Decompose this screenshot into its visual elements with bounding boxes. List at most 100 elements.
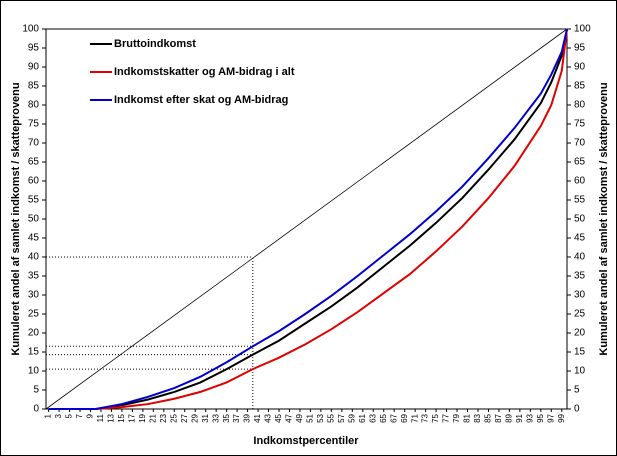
x-tick-label: 27 [180, 413, 189, 422]
y-tick-label: 0 [33, 404, 39, 415]
y-tick-label: 95 [28, 43, 40, 54]
x-tick-label: 97 [546, 413, 555, 422]
y2-tick-label: 85 [574, 81, 586, 92]
x-tick-label: 79 [452, 413, 461, 422]
x-tick-label: 25 [169, 413, 178, 422]
x-tick-label: 73 [421, 413, 430, 422]
x-tick-label: 51 [306, 413, 315, 422]
x-tick-label: 33 [211, 413, 220, 422]
x-tick-label: 3 [54, 413, 63, 418]
x-tick-label: 65 [379, 413, 388, 422]
y-tick-label: 90 [28, 62, 40, 73]
y-tick-label: 60 [28, 176, 40, 187]
y-tick-label: 30 [28, 290, 40, 301]
x-tick-label: 87 [494, 413, 503, 422]
y-tick-label: 50 [28, 214, 40, 225]
y-tick-label: 85 [28, 81, 40, 92]
y-tick-label: 45 [28, 233, 40, 244]
x-tick-label: 9 [86, 413, 95, 418]
x-tick-label: 29 [190, 413, 199, 422]
y2-tick-label: 25 [574, 309, 586, 320]
series-line [48, 28, 568, 410]
x-tick-label: 67 [389, 413, 398, 422]
x-tick-label: 75 [431, 413, 440, 422]
x-tick-label: 19 [138, 413, 147, 422]
y2-axis-label: Kumuleret andel af samlet indkomst / ska… [598, 82, 610, 355]
x-tick-label: 39 [243, 413, 252, 422]
y2-tick-label: 80 [574, 100, 586, 111]
x-tick-label: 47 [285, 413, 294, 422]
x-tick-label: 13 [107, 413, 116, 422]
y2-tick-label: 95 [574, 43, 586, 54]
x-tick-label: 57 [337, 413, 346, 422]
y-axis-label: Kumuleret andel af samlet indkomst / ska… [10, 82, 22, 355]
x-tick-label: 69 [400, 413, 409, 422]
x-tick-label: 59 [347, 413, 356, 422]
x-tick-label: 31 [201, 413, 210, 422]
x-tick-label: 21 [148, 413, 157, 422]
legend-label: Bruttoindkomst [114, 38, 196, 50]
y-tick-label: 80 [28, 100, 40, 111]
x-tick-label: 11 [96, 413, 105, 422]
x-tick-label: 77 [442, 413, 451, 422]
y-tick-label: 10 [28, 366, 40, 377]
x-axis-label: Indkomstpercentiler [253, 435, 359, 447]
x-tick-label: 71 [410, 413, 419, 422]
x-tick-label: 53 [316, 413, 325, 422]
y2-tick-label: 100 [574, 24, 591, 35]
x-tick-label: 89 [505, 413, 514, 422]
x-tick-label: 15 [117, 413, 126, 422]
y2-tick-label: 65 [574, 157, 586, 168]
y-tick-label: 75 [28, 119, 40, 130]
y-tick-label: 55 [28, 195, 40, 206]
y-tick-label: 20 [28, 328, 40, 339]
legend-label: Indkomst efter skat og AM-bidrag [114, 94, 288, 106]
x-tick-label: 91 [515, 413, 524, 422]
x-tick-label: 55 [326, 413, 335, 422]
y2-tick-label: 30 [574, 290, 586, 301]
x-tick-label: 37 [232, 413, 241, 422]
y-tick-label: 40 [28, 252, 40, 263]
y2-tick-label: 15 [574, 347, 586, 358]
y2-tick-label: 40 [574, 252, 586, 263]
y2-tick-label: 35 [574, 271, 586, 282]
x-tick-label: 61 [358, 413, 367, 422]
legend-label: Indkomstskatter og AM-bidrag i alt [114, 66, 295, 78]
y2-tick-label: 60 [574, 176, 586, 187]
y-tick-label: 15 [28, 347, 40, 358]
x-tick-label: 17 [128, 413, 137, 422]
y2-tick-label: 10 [574, 366, 586, 377]
series-line [48, 28, 568, 410]
y2-tick-label: 0 [574, 404, 580, 415]
y-tick-label: 25 [28, 309, 40, 320]
y-tick-label: 100 [22, 24, 39, 35]
x-tick-label: 45 [274, 413, 283, 422]
x-tick-label: 85 [484, 413, 493, 422]
y-tick-label: 35 [28, 271, 40, 282]
y-tick-label: 65 [28, 157, 40, 168]
y-tick-label: 5 [33, 385, 39, 396]
x-tick-label: 1 [44, 413, 53, 418]
y2-tick-label: 45 [574, 233, 586, 244]
x-tick-label: 49 [295, 413, 304, 422]
x-tick-label: 43 [264, 413, 273, 422]
y2-tick-label: 90 [574, 62, 586, 73]
y2-tick-label: 20 [574, 328, 586, 339]
x-tick-label: 93 [525, 413, 534, 422]
y2-tick-label: 50 [574, 214, 586, 225]
equality-line [45, 28, 568, 410]
x-tick-label: 83 [473, 413, 482, 422]
x-tick-label: 35 [222, 413, 231, 422]
x-tick-label: 23 [159, 413, 168, 422]
y2-tick-label: 5 [574, 385, 580, 396]
x-tick-label: 99 [557, 413, 566, 422]
y2-tick-label: 75 [574, 119, 586, 130]
x-tick-label: 81 [463, 413, 472, 422]
y2-tick-label: 70 [574, 138, 586, 149]
y2-tick-label: 55 [574, 195, 586, 206]
x-tick-label: 95 [536, 413, 545, 422]
series-line [48, 28, 568, 410]
x-tick-label: 5 [65, 413, 74, 418]
